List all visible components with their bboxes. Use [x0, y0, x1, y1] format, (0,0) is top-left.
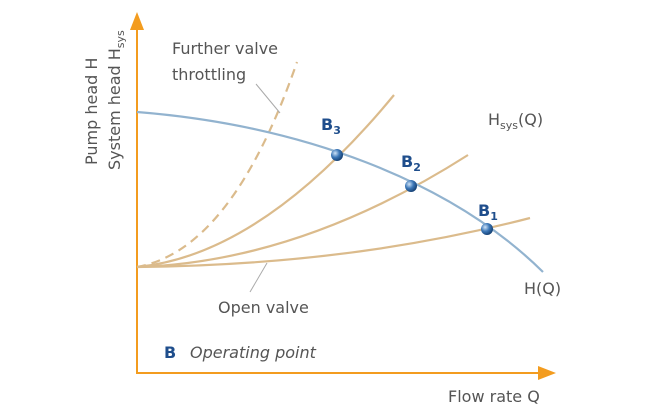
legend-symbol: B [164, 343, 176, 362]
axes [130, 12, 556, 380]
y-axis-label: System head Hsys [105, 30, 127, 170]
annotation: Open valve [218, 298, 309, 317]
pump-curve-label: H(Q) [524, 279, 561, 298]
system-curve-3 [136, 94, 395, 269]
legend-text: Operating point [190, 343, 317, 362]
system-curve-label: Hsys(Q) [488, 110, 543, 132]
operating-point [481, 223, 493, 235]
point-label: B1 [478, 201, 498, 223]
pump-curve [136, 110, 544, 273]
annotation: throttling [172, 65, 246, 84]
operating-point [331, 149, 343, 161]
system-curve-2 [136, 154, 469, 269]
y-arrow [130, 12, 144, 30]
point-label: B3 [321, 115, 341, 137]
x-arrow [538, 366, 556, 380]
leader-line [249, 262, 268, 293]
x-axis-label: Flow rate Q [448, 387, 540, 406]
y-axis-label: Pump head H [82, 58, 101, 165]
leader-line [255, 83, 281, 114]
system-curves [136, 61, 531, 269]
system-curve-throttled [136, 61, 299, 269]
annotation: Further valve [172, 39, 278, 58]
point-label: B2 [401, 152, 421, 174]
operating-point [405, 180, 417, 192]
